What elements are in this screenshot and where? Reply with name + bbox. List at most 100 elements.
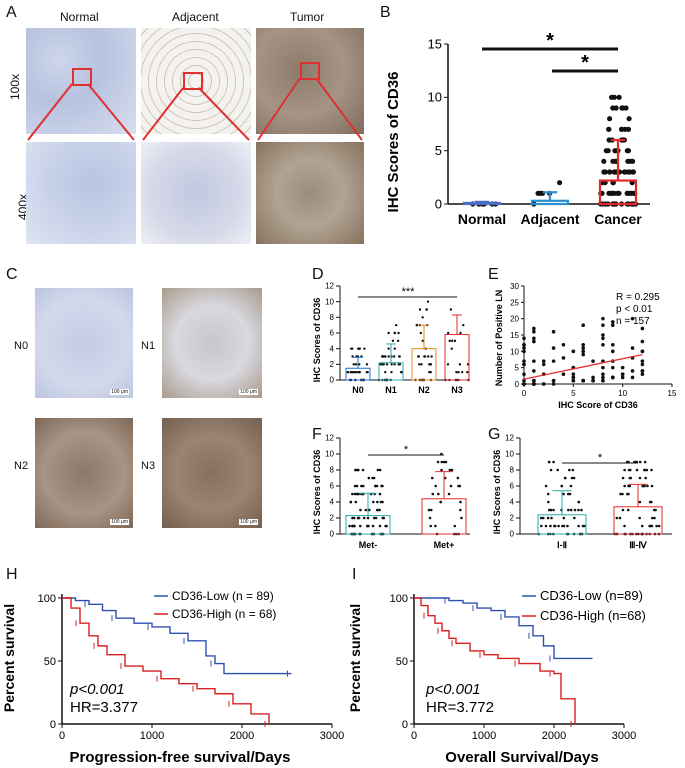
- data-point: [561, 343, 566, 347]
- data-point: [655, 524, 658, 528]
- curve-low: [414, 597, 593, 660]
- stat-p: p < 0.01: [616, 304, 653, 315]
- data-point: [607, 169, 613, 175]
- data-point: [601, 372, 605, 376]
- data-point: [621, 476, 625, 480]
- data-point: [387, 347, 390, 350]
- data-point: [457, 484, 460, 488]
- data-point: [351, 524, 355, 528]
- data-point: [522, 343, 526, 347]
- data-point: [630, 316, 635, 321]
- chart-g: IHC Scores of CD36 0 2 4 6 8 10 12 * Ⅰ-Ⅱ Ⅲ-Ⅳ: [492, 434, 672, 550]
- data-point: [601, 333, 605, 337]
- panel-letter-b: B: [380, 4, 391, 21]
- data-point: [605, 148, 611, 154]
- micrograph-n1: 100 μm: [162, 288, 262, 398]
- data-point: [360, 484, 363, 488]
- data-point: [630, 369, 635, 373]
- data-point: [651, 516, 654, 520]
- data-point: [567, 508, 570, 512]
- data-point: [376, 468, 380, 472]
- data-point: [351, 492, 354, 496]
- data-point: [644, 476, 647, 480]
- micrograph-adjacent-100x: [141, 28, 251, 134]
- data-point: [611, 323, 615, 327]
- legend-low: CD36-Low (n=89): [540, 588, 643, 603]
- data-point: [532, 336, 536, 341]
- data-point: [460, 370, 464, 374]
- data-point: [371, 524, 375, 528]
- data-point: [568, 492, 572, 496]
- panel-letter-h: H: [6, 566, 18, 583]
- data-point: [564, 476, 567, 480]
- ytick-label: 6: [510, 482, 515, 491]
- data-point: [551, 359, 556, 363]
- data-point: [352, 363, 355, 366]
- data-point: [393, 331, 397, 335]
- data-point: [430, 476, 434, 480]
- data-point: [453, 524, 457, 528]
- data-point: [365, 363, 369, 366]
- data-point: [544, 524, 548, 528]
- data-point: [562, 516, 566, 520]
- data-point: [573, 508, 577, 512]
- data-point: [372, 476, 376, 480]
- chart-i-hr: HR=3.772: [426, 699, 494, 716]
- data-point: [351, 516, 354, 520]
- data-point: [581, 349, 585, 354]
- panel-letter-i: I: [352, 566, 357, 583]
- curve-high: [414, 597, 576, 724]
- chart-h-pval: p<0.001: [69, 681, 125, 698]
- data-point: [457, 370, 460, 374]
- chart-d-xtick: N3: [451, 385, 463, 395]
- data-point: [532, 339, 536, 344]
- ytick-label: 2: [510, 514, 515, 523]
- data-point: [449, 484, 453, 488]
- panel-letter-c: C: [6, 266, 18, 283]
- data-point: [532, 378, 536, 383]
- data-point: [532, 369, 536, 373]
- xtick-label: 1000: [472, 730, 496, 742]
- data-point: [460, 516, 463, 520]
- data-point: [577, 500, 580, 504]
- data-point: [611, 169, 617, 175]
- chart-i-xlabel: Overall Survival/Days: [445, 749, 598, 766]
- label-n2: N2: [14, 460, 29, 472]
- chart-b-ylabel: IHC Scores of CD36: [385, 72, 402, 213]
- data-point: [581, 323, 585, 327]
- data-point: [532, 359, 536, 363]
- data-point: [522, 362, 526, 367]
- chart-i: Percent survival 0 1000 2000 3000 0 50 100 CD3…: [347, 588, 646, 766]
- chart-d-ylabel: IHC Scores of CD36: [312, 298, 322, 383]
- data-point: [427, 508, 431, 512]
- chart-e: Number of Positive LN 0 5 10 15 0 5 10 15 20 25 30…: [494, 282, 677, 410]
- ytick-label: 4: [330, 344, 335, 353]
- data-point: [606, 137, 612, 143]
- ytick-label: 50: [396, 656, 408, 668]
- data-point: [652, 508, 656, 512]
- data-point: [387, 331, 390, 335]
- data-point: [621, 492, 624, 496]
- ytick-label: 100: [390, 593, 408, 605]
- data-point: [428, 516, 432, 520]
- col-label-tumor: Tumor: [290, 10, 325, 24]
- ytick-label: 15: [510, 331, 519, 340]
- data-point: [429, 508, 433, 512]
- curve-high: [62, 597, 270, 724]
- scale-bar: 100 μm: [239, 519, 258, 525]
- data-point: [640, 369, 645, 373]
- data-point: [544, 484, 548, 488]
- chart-g-xtick: Ⅲ-Ⅳ: [629, 540, 647, 550]
- legend-high: CD36-High (n = 68): [172, 607, 276, 621]
- data-point: [616, 94, 622, 100]
- chart-f-xtick: Met-: [359, 540, 378, 550]
- data-point: [577, 508, 580, 512]
- data-point: [378, 468, 382, 472]
- mean-bar: [462, 201, 502, 206]
- ytick-label: 50: [44, 656, 56, 668]
- scale-bar: 100 μm: [110, 389, 129, 395]
- data-point: [630, 375, 635, 380]
- data-point: [581, 352, 585, 357]
- label-n3: N3: [141, 460, 156, 472]
- data-point: [611, 343, 615, 347]
